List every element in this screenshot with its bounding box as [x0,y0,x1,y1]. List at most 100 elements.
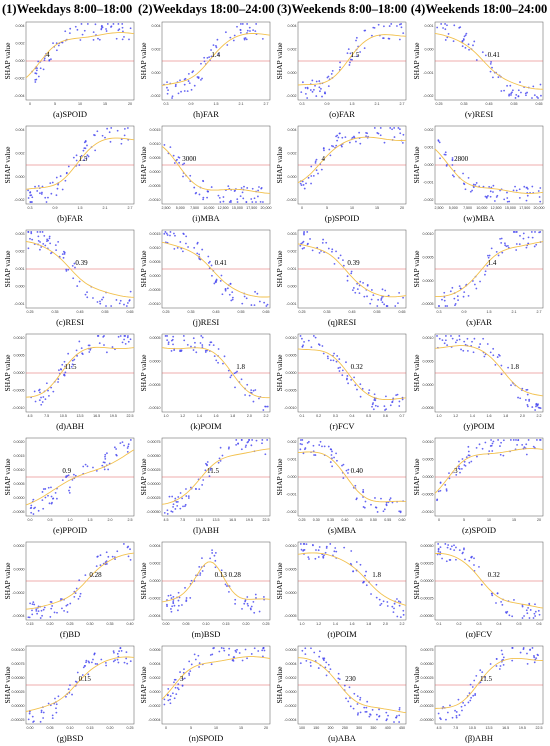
data-point [442,27,444,29]
data-point [165,232,168,235]
y-tick-label: -0.0004 [284,718,296,722]
data-point [74,266,76,269]
threshold-label: 0.13 0.28 [215,571,242,579]
data-point [64,179,67,182]
y-tick-label: 0.0000 [150,170,161,174]
panel-caption: (b)FAR [57,213,83,223]
data-point [174,85,177,88]
data-point [196,252,199,255]
y-tick-label: 0.004 [16,24,25,28]
data-point [444,39,447,41]
data-point [398,400,401,403]
data-point [356,288,359,291]
data-point [177,609,179,612]
shap-plot-l: SHAP value0.000750.000500.000250.00000-0… [139,437,271,522]
data-point [373,399,376,401]
threshold-label: 11.5 [65,363,77,371]
data-point [194,341,196,344]
y-tick-label: 0.002 [288,48,297,52]
shap-panel-p: SHAP value 0.004 0.002 0.000 -0.002 0 5 10 15 20 4… [274,122,410,223]
data-point [107,468,110,471]
data-point [461,709,463,712]
data-point [56,187,59,190]
data-point [252,389,255,392]
data-point [126,127,129,129]
data-point [116,658,119,661]
data-point [475,287,478,290]
data-point [263,301,266,304]
data-point [228,293,231,296]
data-point [480,583,483,586]
data-point [104,661,107,664]
x-tick-label: 17,500 [246,206,257,210]
x-tick-label: 0.15 [223,622,230,626]
data-point [463,548,465,551]
data-point [179,349,182,352]
data-point [105,28,107,30]
data-point [203,60,206,63]
data-point [518,243,521,246]
y-tick-label: 0.000 [288,475,297,479]
y-axis-label: SHAP value [139,146,148,184]
data-point [184,503,187,506]
data-point [195,351,198,354]
data-point [523,615,525,617]
data-point [244,446,247,448]
shap-panel-s: SHAP value 0.002 0.001 0.000 -0.001 -0.002 0.2… [274,434,410,535]
data-point [193,186,196,189]
data-point [314,84,316,87]
data-point [84,293,87,296]
data-point [307,339,310,342]
x-tick-label: 22.5 [127,414,134,418]
data-point [92,31,95,34]
data-point [531,97,533,99]
y-tick-label: -0.0005 [284,614,296,618]
data-point [67,474,70,477]
data-point [299,244,302,247]
data-point [48,235,51,238]
x-tick-label: 0.35 [188,310,195,314]
shap-plot-z: SHAP value0.00100.00050.0000-0.0005-0.00… [412,437,544,522]
data-point [181,163,184,166]
data-point [75,349,78,352]
data-point [323,149,325,152]
data-point [397,302,399,305]
data-point [92,297,94,299]
trend-line [297,34,407,86]
data-point [173,162,176,164]
data-point [439,481,442,484]
y-tick-label: 0.0000 [286,371,297,375]
data-point [176,246,179,249]
data-point [81,353,84,355]
y-tick-label: 0.001 [425,24,434,28]
data-point [345,469,348,472]
data-point [373,127,376,129]
data-point [198,258,201,260]
data-point [239,195,242,198]
data-point [105,305,107,307]
threshold-label: 1.4 [488,259,497,267]
trend-line [25,552,135,610]
x-tick-label: 0.2 [457,622,462,626]
y-tick-label: 0.0006 [150,648,161,652]
threshold-label: 1.5 [79,155,88,163]
data-point [39,231,42,233]
data-point [213,282,216,285]
data-point [40,711,43,714]
data-point [400,26,403,29]
data-point [321,95,323,98]
data-point [534,615,537,617]
data-point [221,454,224,457]
x-tick-label: 150 [313,726,319,730]
data-point [112,23,115,25]
data-point [163,511,166,514]
data-point [246,657,248,660]
data-point [212,647,215,650]
data-point [304,653,307,656]
data-point [509,84,512,87]
data-point [451,337,454,340]
data-point [121,23,124,25]
x-tick-label: 5 [190,726,192,730]
y-tick-label: 0.0004 [150,544,161,548]
data-point [92,38,95,41]
